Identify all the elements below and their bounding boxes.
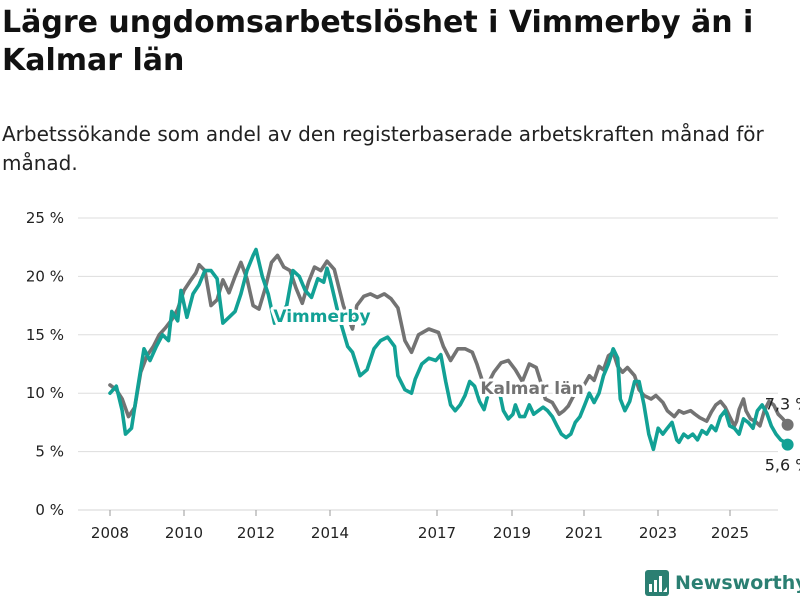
x-tick-label: 2021 <box>565 524 603 542</box>
series-label-halo: Vimmerby <box>273 307 370 327</box>
series-line-vimmerby <box>108 247 790 452</box>
end-label-kalmar: 7,3 % <box>765 395 800 414</box>
series-label: Kalmar län <box>480 379 583 399</box>
y-tick-label: 5 % <box>35 443 64 461</box>
x-tick-label: 2010 <box>165 524 203 542</box>
y-tick-label: 15 % <box>26 326 64 344</box>
series-line-kalmar-län <box>108 253 790 428</box>
chart-subtitle: Arbetssökande som andel av den registerb… <box>2 122 764 175</box>
chart-title: Lägre ungdomsarbetslöshet i Vimmerby än … <box>2 5 754 78</box>
x-tick-label: 2012 <box>237 524 275 542</box>
x-tick-label: 2025 <box>711 524 749 542</box>
y-tick-label: 20 % <box>26 267 64 285</box>
end-label-vimmerby: 5,6 % <box>765 456 800 475</box>
line-chart: 0 % 5 % 10 % 15 % 20 % 25 % 2008 2010 2012 2014 20… <box>26 209 800 542</box>
x-tick-label: 2019 <box>493 524 531 542</box>
series-label-halo: Kalmar län <box>480 379 583 399</box>
x-tick-label: 2008 <box>91 524 129 542</box>
x-tick-label: 2023 <box>639 524 677 542</box>
y-tick-label: 0 % <box>35 501 64 519</box>
newsworthy-brand: Newsworthy <box>645 568 800 598</box>
brand-name: Newsworthy <box>675 572 800 594</box>
y-tick-label: 25 % <box>26 209 64 227</box>
x-tick-label: 2014 <box>311 524 349 542</box>
y-tick-label: 10 % <box>26 384 64 402</box>
series-label: Vimmerby <box>273 307 370 327</box>
end-point-kalmar <box>781 418 794 431</box>
end-point-vimmerby <box>781 438 794 451</box>
newsworthy-logo-icon <box>645 570 669 596</box>
x-tick-label: 2017 <box>418 524 456 542</box>
